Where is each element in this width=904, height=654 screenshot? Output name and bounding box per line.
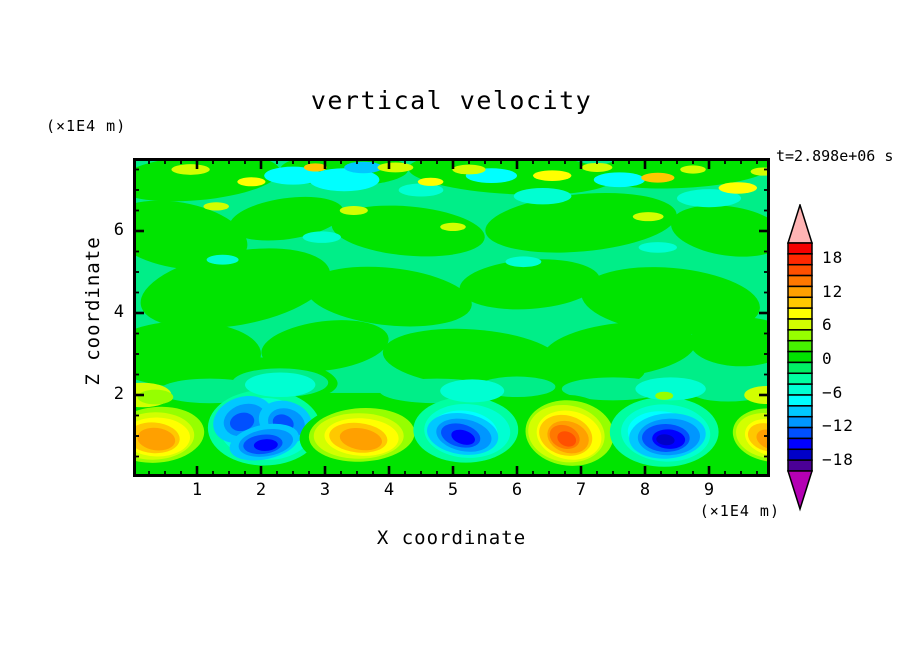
x-tick-label: 7 [575,480,587,500]
x-tick-label: 1 [191,480,203,500]
y-tick-label: 4 [113,302,124,322]
colorbar-tick-label: 6 [822,315,833,335]
x-tick-label: 6 [511,480,523,500]
y-axis-unit-label: (×1E4 m) [46,117,127,135]
x-axis-title: X coordinate [376,527,527,549]
x-tick-label: 2 [255,480,267,500]
x-tick-label: 8 [639,480,651,500]
x-tick-label: 9 [703,480,715,500]
colorbar-tick-label: 18 [822,248,844,267]
page-title: vertical velocity [310,86,593,115]
x-tick-label: 4 [383,480,395,500]
x-tick-label: 3 [319,480,331,500]
y-tick-label: 2 [113,384,124,404]
colorbar [784,204,816,516]
contour-plot [133,158,770,477]
colorbar-tick-label: −18 [822,450,854,470]
x-tick-label: 5 [447,480,459,500]
y-tick-label: 6 [113,220,124,240]
x-axis-unit-label: (×1E4 m) [699,502,780,520]
colorbar-tick-label: 0 [822,349,833,368]
colorbar-tick-label: 12 [822,281,844,301]
time-annotation: t=2.898e+06 s [776,147,894,165]
colorbar-tick-label: −12 [822,416,854,436]
colorbar-tick-label: −6 [822,382,844,402]
